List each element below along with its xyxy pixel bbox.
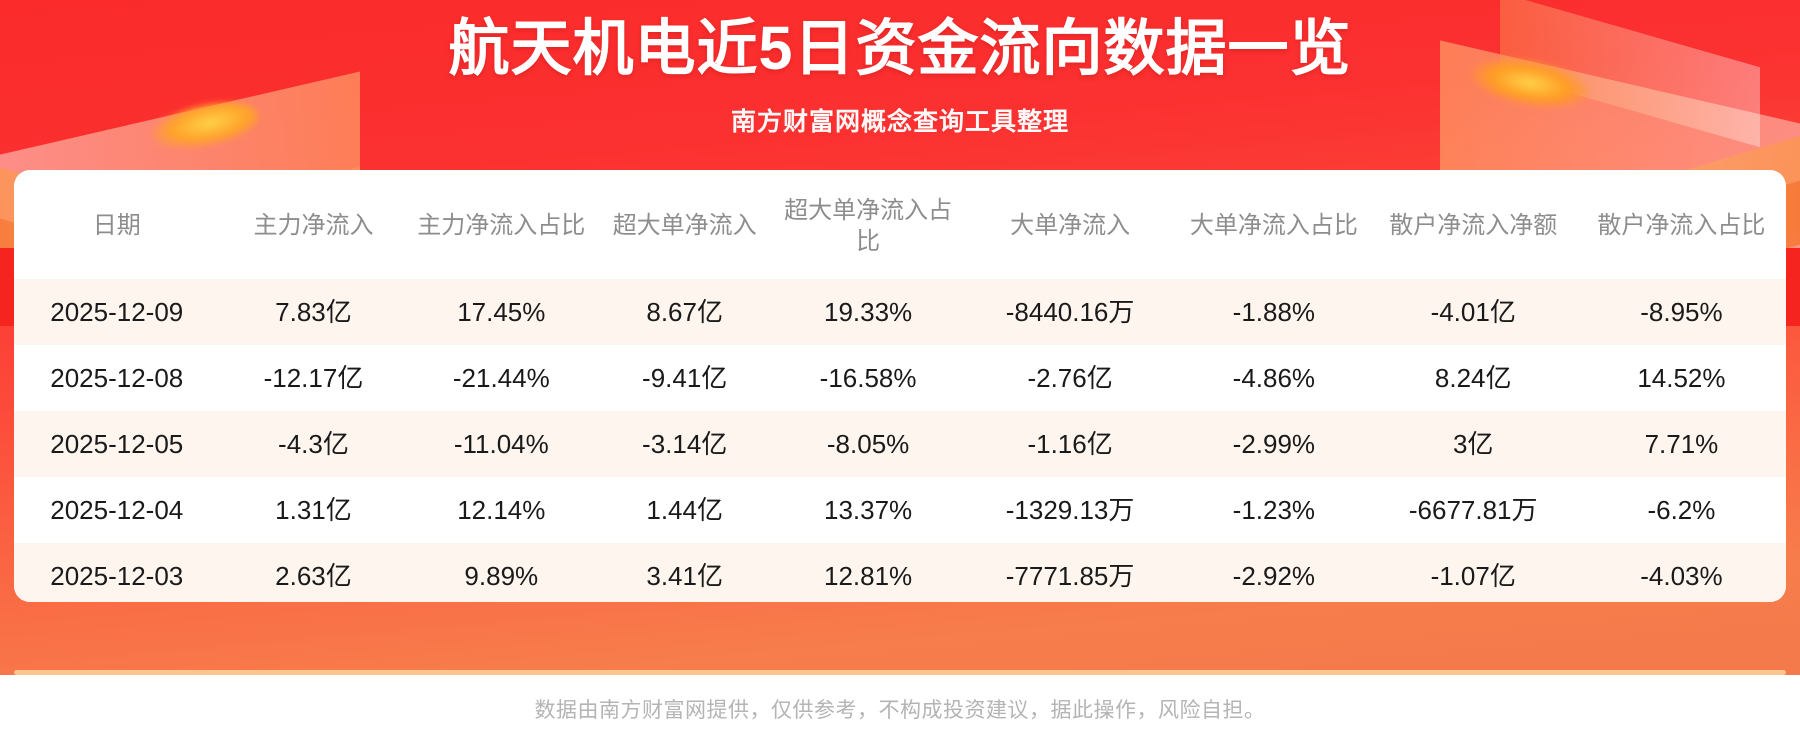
cell-super-large-net-inflow: 1.44亿 <box>646 495 723 526</box>
decorative-red-tab-right <box>1786 248 1800 326</box>
column-header-main-net-inflow-ratio: 主力净流入占比 <box>417 212 586 240</box>
cell-retail-net-inflow-amount: -1.07亿 <box>1430 561 1516 592</box>
decorative-red-tab-left <box>0 248 14 326</box>
cell-main-net-inflow: 2.63亿 <box>275 561 352 592</box>
table-row: 2025-12-05 -4.3亿 -11.04% -3.14亿 -8.05% -… <box>14 411 1786 478</box>
column-header-retail-net-inflow-amount: 散户净流入净额 <box>1389 212 1558 240</box>
cell-large-net-inflow: -8440.16万 <box>1005 297 1135 328</box>
column-header-super-large-net-inflow: 超大单净流入 <box>612 212 757 240</box>
cell-super-large-net-inflow: -3.14亿 <box>642 429 728 460</box>
cell-main-net-inflow-ratio: 17.45% <box>457 297 546 328</box>
table-row: 2025-12-04 1.31亿 12.14% 1.44亿 13.37% -13… <box>14 477 1786 544</box>
cell-date: 2025-12-08 <box>50 363 184 394</box>
cell-large-net-inflow-ratio: -4.86% <box>1232 363 1316 394</box>
cell-main-net-inflow: -12.17亿 <box>263 363 364 394</box>
cell-super-large-net-inflow-ratio: -8.05% <box>826 429 910 460</box>
disclaimer-text: 数据由南方财富网提供，仅供参考，不构成投资建议，据此操作，风险自担。 <box>534 699 1266 722</box>
cell-super-large-net-inflow-ratio: 19.33% <box>823 297 913 328</box>
cell-main-net-inflow-ratio: -11.04% <box>453 429 549 460</box>
column-header-main-net-inflow: 主力净流入 <box>253 212 374 240</box>
table-row: 2025-12-03 2.63亿 9.89% 3.41亿 12.81% -777… <box>14 543 1786 602</box>
cell-retail-net-inflow-ratio: -6.2% <box>1647 495 1716 526</box>
cell-super-large-net-inflow: 8.67亿 <box>646 297 723 328</box>
cell-retail-net-inflow-amount: -4.01亿 <box>1430 297 1516 328</box>
cell-super-large-net-inflow-ratio: -16.58% <box>819 363 917 394</box>
table-row: 2025-12-09 7.83亿 17.45% 8.67亿 19.33% -84… <box>14 279 1786 346</box>
cell-super-large-net-inflow-ratio: 12.81% <box>823 561 913 592</box>
cell-large-net-inflow: -2.76亿 <box>1027 363 1113 394</box>
footer-divider <box>14 670 1786 675</box>
table-row: 2025-12-08 -12.17亿 -21.44% -9.41亿 -16.58… <box>14 345 1786 412</box>
column-header-large-net-inflow-ratio: 大单净流入占比 <box>1189 212 1358 240</box>
cell-large-net-inflow: -7771.85万 <box>1005 561 1135 592</box>
cell-date: 2025-12-09 <box>50 297 184 328</box>
table-header-row: 日期 主力净流入 主力净流入占比 超大单净流入 超大单净流入占比 大单净流入 大… <box>14 170 1786 279</box>
table-header: 日期 主力净流入 主力净流入占比 超大单净流入 超大单净流入占比 大单净流入 大… <box>14 170 1786 279</box>
poster-footer: 数据由南方财富网提供，仅供参考，不构成投资建议，据此操作，风险自担。 <box>0 675 1800 743</box>
cell-large-net-inflow-ratio: -1.88% <box>1232 297 1316 328</box>
poster-header: 航天机电近5日资金流向数据一览 南方财富网概念查询工具整理 <box>0 0 1800 138</box>
cell-retail-net-inflow-amount: 8.24亿 <box>1434 363 1512 394</box>
cell-main-net-inflow-ratio: 12.14% <box>457 495 546 526</box>
cell-large-net-inflow-ratio: -1.23% <box>1232 495 1316 526</box>
cell-main-net-inflow-ratio: 9.89% <box>464 561 539 592</box>
cell-date: 2025-12-05 <box>50 429 184 460</box>
cell-main-net-inflow: 7.83亿 <box>275 297 352 328</box>
cell-retail-net-inflow-ratio: 7.71% <box>1644 429 1719 460</box>
column-header-date: 日期 <box>92 212 141 240</box>
cell-retail-net-inflow-ratio: 14.52% <box>1637 363 1726 394</box>
data-card: 南方财富网 southmoney.com 日期 主力净流入 主力净流入占比 超大… <box>14 170 1786 602</box>
cell-main-net-inflow: 1.31亿 <box>275 495 352 526</box>
cell-super-large-net-inflow: 3.41亿 <box>646 561 723 592</box>
table-body: 2025-12-09 7.83亿 17.45% 8.67亿 19.33% -84… <box>14 279 1786 602</box>
cell-retail-net-inflow-ratio: -4.03% <box>1640 561 1723 592</box>
cell-retail-net-inflow-amount: 3亿 <box>1452 429 1494 460</box>
cell-super-large-net-inflow: -9.41亿 <box>642 363 728 394</box>
fund-flow-table: 日期 主力净流入 主力净流入占比 超大单净流入 超大单净流入占比 大单净流入 大… <box>14 170 1786 602</box>
cell-large-net-inflow: -1.16亿 <box>1027 429 1113 460</box>
column-header-large-net-inflow: 大单净流入 <box>1010 212 1131 240</box>
column-header-super-large-net-inflow-ratio: 超大单净流入占比 <box>784 197 953 255</box>
cell-large-net-inflow: -1329.13万 <box>1005 495 1135 526</box>
cell-date: 2025-12-04 <box>50 495 184 526</box>
cell-super-large-net-inflow-ratio: 13.37% <box>823 495 913 526</box>
page-title: 航天机电近5日资金流向数据一览 <box>448 14 1352 82</box>
cell-main-net-inflow-ratio: -21.44% <box>452 363 550 394</box>
cell-date: 2025-12-03 <box>50 561 184 592</box>
page-subtitle: 南方财富网概念查询工具整理 <box>730 108 1069 137</box>
cell-large-net-inflow-ratio: -2.99% <box>1232 429 1316 460</box>
cell-retail-net-inflow-ratio: -8.95% <box>1640 297 1723 328</box>
cell-main-net-inflow: -4.3亿 <box>278 429 349 460</box>
column-header-retail-net-inflow-ratio: 散户净流入占比 <box>1597 212 1766 240</box>
cell-retail-net-inflow-amount: -6677.81万 <box>1408 495 1538 526</box>
cell-large-net-inflow-ratio: -2.92% <box>1232 561 1316 592</box>
